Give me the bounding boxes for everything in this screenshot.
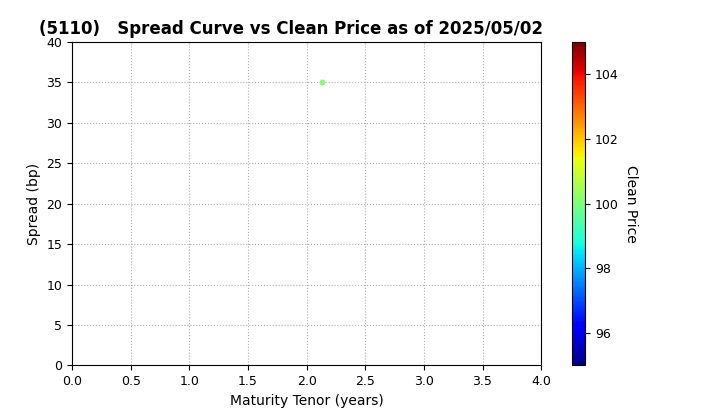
Y-axis label: Spread (bp): Spread (bp) xyxy=(27,163,41,245)
Text: (5110)   Spread Curve vs Clean Price as of 2025/05/02: (5110) Spread Curve vs Clean Price as of… xyxy=(39,20,543,38)
X-axis label: Maturity Tenor (years): Maturity Tenor (years) xyxy=(230,394,384,408)
Point xyxy=(316,79,328,86)
Y-axis label: Clean Price: Clean Price xyxy=(624,165,638,243)
